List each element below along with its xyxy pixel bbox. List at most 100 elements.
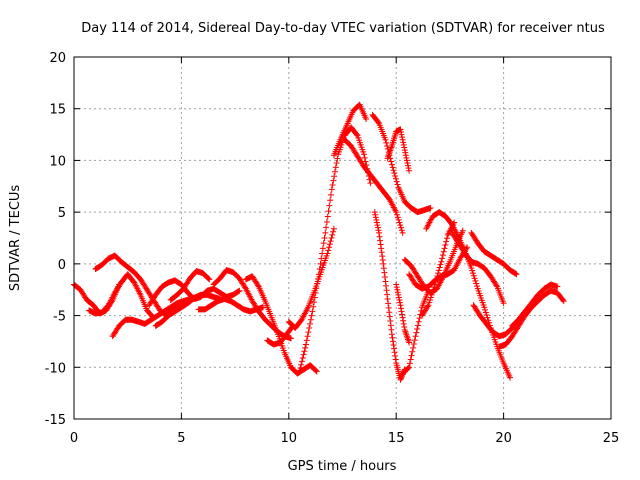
data-point [206,276,213,283]
data-point [300,351,307,358]
data-point [430,286,437,293]
series-trace-26 [468,229,520,278]
data-point [388,326,395,333]
data-point [378,245,385,252]
data-point [402,149,409,156]
data-point [390,167,397,174]
data-point [396,297,403,304]
data-point [410,341,417,348]
data-point [298,358,305,365]
data-point [398,224,405,231]
data-points [71,101,567,383]
data-point [417,311,424,318]
data-point [302,344,309,351]
data-point [436,264,443,271]
data-point [328,235,335,241]
data-point [398,227,405,234]
data-point [427,294,434,301]
data-point [379,253,386,260]
series-trace-7 [167,268,213,304]
data-point [412,333,419,340]
data-point [327,238,334,245]
data-point [406,360,413,367]
series-trace-6 [152,291,224,329]
x-tick-label: 0 [70,431,78,446]
data-point [474,283,481,290]
data-point [319,250,326,257]
data-point [374,224,381,231]
data-point [485,317,492,324]
data-point [413,329,420,336]
data-point [399,136,406,143]
y-tick-label: 0 [58,258,66,273]
grid-lines [74,57,611,419]
data-point [398,305,405,312]
data-point [397,376,404,383]
data-point [394,181,401,188]
y-tick-label: -10 [45,361,66,376]
data-point [414,322,421,329]
data-point [391,349,398,356]
data-point [323,224,330,231]
data-point [332,164,339,171]
data-point [435,267,442,274]
data-point [391,170,398,177]
series-trace-25 [449,229,507,307]
data-point [385,300,392,307]
data-point [401,323,408,330]
y-tick-label: 15 [49,103,66,118]
data-point [559,297,566,304]
data-point [399,134,406,141]
data-point [373,216,380,223]
data-point [484,314,491,321]
data-point [414,326,421,333]
x-tick-label: 10 [281,431,298,446]
data-point [405,165,412,172]
data-point [435,270,442,277]
data-point [425,287,432,294]
data-point [389,338,396,345]
data-point [236,287,243,294]
data-point [431,284,438,291]
data-point [396,219,403,226]
data-point [363,116,370,123]
data-point [375,119,382,126]
data-point [469,267,476,274]
data-point [483,312,490,319]
series-trace-16 [369,111,434,216]
data-point [367,180,374,187]
y-tick-label: -5 [53,310,66,325]
data-point [376,233,383,240]
data-point [298,361,305,368]
data-point [438,258,445,265]
data-point [317,260,324,267]
data-point [326,244,333,251]
data-point [388,331,395,338]
data-point [394,211,401,218]
data-point [395,216,402,223]
data-point [439,255,446,262]
data-point [406,339,413,346]
data-point [400,320,407,327]
data-point [381,269,388,276]
data-point [507,374,514,381]
data-point [312,367,319,374]
data-point [331,173,338,180]
series-trace-29 [509,281,561,329]
data-point [425,302,432,309]
series-trace-15 [341,136,406,236]
data-point [325,247,332,254]
data-point [441,245,448,252]
data-point [388,161,395,168]
data-point [329,181,336,188]
data-point [380,265,387,272]
series-trace-14 [330,101,370,159]
data-point [437,261,444,268]
data-point [397,222,404,229]
data-point [306,324,313,331]
data-point [330,177,337,184]
data-point [471,275,478,282]
data-point [374,222,381,229]
series-trace-19 [393,281,413,346]
